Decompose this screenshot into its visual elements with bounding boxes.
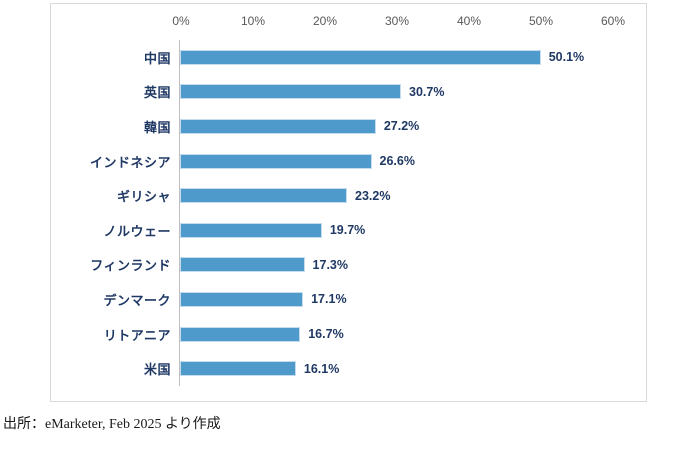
value-label: 50.1%	[548, 50, 585, 65]
bar-row: インドネシア 26.6%	[51, 144, 646, 179]
x-axis-tick-label: 50%	[528, 14, 554, 28]
x-axis-tick-label: 10%	[240, 14, 266, 28]
value-label: 16.1%	[303, 361, 340, 376]
value-label: 16.7%	[308, 327, 344, 342]
value-label: 23.2%	[355, 188, 391, 203]
x-axis-tick-label: 20%	[312, 14, 338, 28]
source-note: 出所：eMarketer, Feb 2025 より作成	[3, 417, 221, 432]
bar-row: ノルウェー 19.7%	[51, 213, 646, 248]
bar	[180, 84, 402, 100]
category-label: ギリシャ	[116, 189, 171, 205]
x-axis-tick-label: 60%	[600, 14, 626, 28]
bar	[180, 291, 304, 307]
bar	[180, 49, 541, 65]
value-label: 30.7%	[409, 84, 445, 99]
x-axis-tick-label: 40%	[456, 14, 482, 28]
value-label: 26.6%	[379, 154, 415, 169]
bar	[180, 188, 348, 204]
bar-row: 韓国 27.2%	[51, 109, 646, 144]
bar	[180, 118, 376, 134]
category-label: インドネシア	[89, 154, 171, 170]
bar-row: 中国 50.1%	[51, 40, 646, 75]
x-axis-tick-label: 30%	[384, 14, 410, 28]
bar	[180, 361, 296, 377]
plot-area: 中国 50.1% 英国 30.7% 韓国 27.2% インドネシア 26.6% ギリシャ 23.2…	[51, 40, 646, 386]
bar	[180, 257, 305, 273]
bar	[180, 222, 322, 238]
bar-row: デンマーク 17.1%	[51, 282, 646, 317]
bar	[180, 326, 301, 342]
bar-row: 米国 16.1%	[51, 351, 646, 386]
bar-row: リトアニア 16.7%	[51, 317, 646, 352]
category-label: リトアニア	[103, 327, 171, 343]
category-label: デンマーク	[103, 292, 171, 308]
y-axis-line	[179, 40, 180, 386]
chart-frame: 0% 10% 20% 30% 40% 50% 60% 中国 50.1% 英国 30.7% 韓国 27.…	[50, 3, 647, 402]
bar-row: 英国 30.7%	[51, 75, 646, 110]
value-label: 19.7%	[329, 223, 366, 238]
value-label: 27.2%	[383, 119, 420, 134]
value-label: 17.3%	[312, 257, 348, 272]
value-label: 17.1%	[311, 292, 347, 307]
category-label: 中国	[143, 50, 171, 66]
category-label: 英国	[143, 85, 171, 101]
category-label: ノルウェー	[103, 223, 171, 239]
bar-row: ギリシャ 23.2%	[51, 178, 646, 213]
x-axis-tick-label: 0%	[172, 14, 190, 28]
category-label: 韓国	[143, 119, 171, 135]
bar-row: フィンランド 17.3%	[51, 248, 646, 283]
x-axis: 0% 10% 20% 30% 40% 50% 60%	[51, 14, 646, 34]
category-label: フィンランド	[90, 258, 171, 274]
bar	[180, 153, 372, 169]
category-label: 米国	[143, 362, 171, 378]
